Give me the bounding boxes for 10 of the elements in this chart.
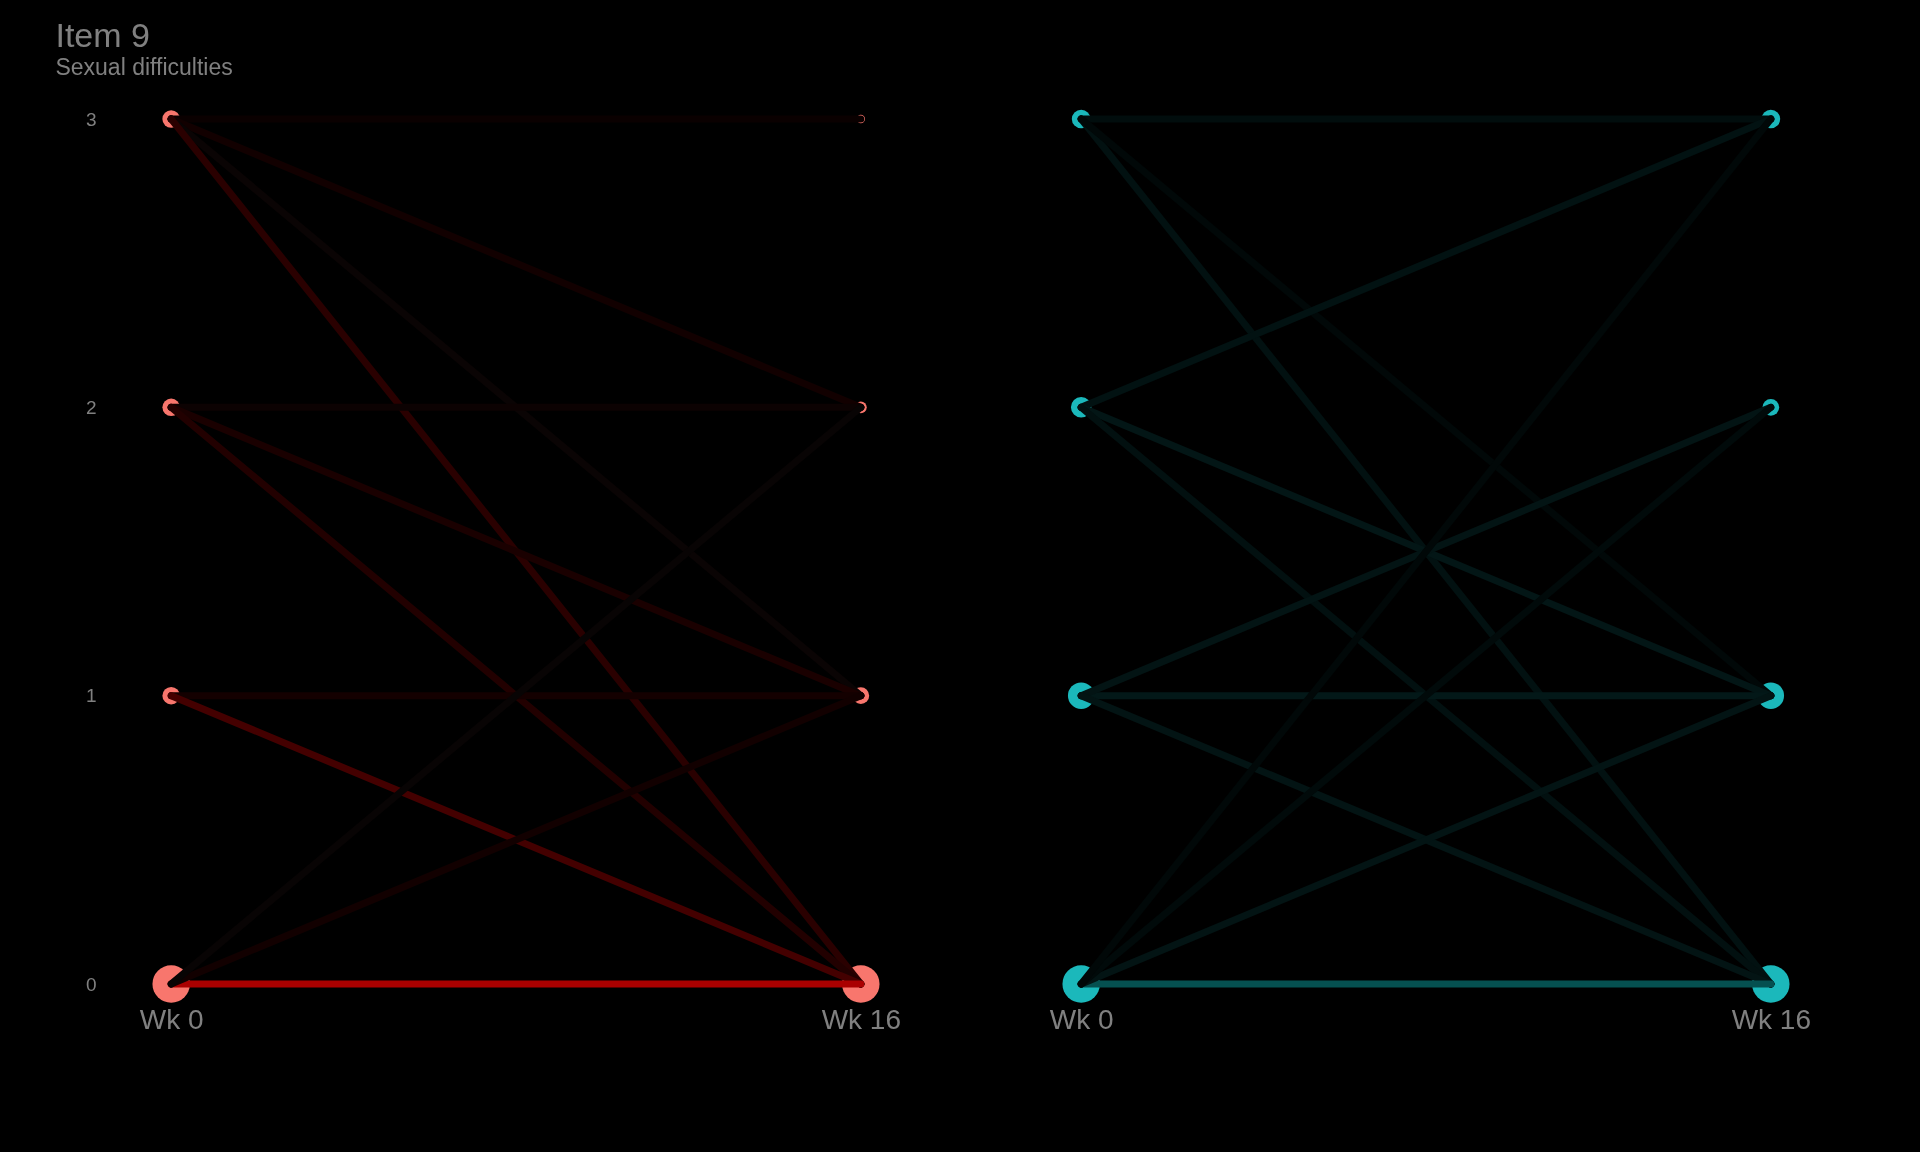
chart-title: Item 9 bbox=[55, 16, 150, 54]
y-tick-label: 0 bbox=[85, 973, 97, 995]
x-tick-label: Wk 16 bbox=[1731, 1003, 1812, 1035]
x-tick-label: Wk 16 bbox=[821, 1003, 902, 1035]
x-tick-label: Wk 0 bbox=[1049, 1003, 1114, 1035]
y-tick-label: 3 bbox=[85, 108, 97, 130]
y-tick-label: 2 bbox=[85, 396, 97, 418]
y-tick-label: 1 bbox=[85, 685, 97, 707]
chart-subtitle: Sexual difficulties bbox=[55, 54, 233, 80]
x-tick-label: Wk 0 bbox=[139, 1003, 204, 1035]
